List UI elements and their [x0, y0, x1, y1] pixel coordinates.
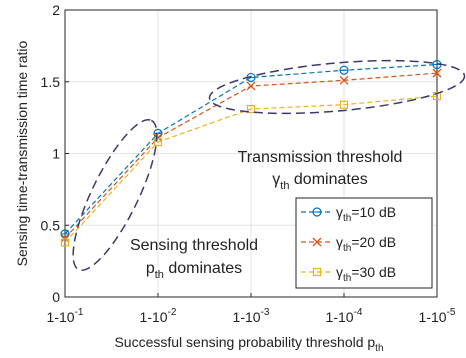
- y-tick-label: 0.5: [41, 217, 61, 233]
- x-stroke: [312, 237, 322, 247]
- x-tick-label: 1-10-3: [233, 307, 270, 325]
- x-stroke: [246, 81, 256, 91]
- x-tick-label: 1-10-4: [326, 307, 363, 325]
- data-point: [60, 238, 70, 247]
- y-tick-label: 1: [52, 146, 60, 162]
- annotation-sensing-line1: Sensing threshold: [130, 237, 258, 254]
- x-tick-label: 1-10-5: [419, 307, 456, 325]
- data-point: [339, 75, 349, 85]
- data-point: [339, 100, 349, 109]
- legend-label: γth=20 dB: [336, 234, 396, 254]
- legend-marker: [312, 237, 322, 247]
- annotation-sensing-line2: pth dominates: [146, 260, 242, 281]
- legend: γth=10 dB γth=20 dB γth=30 dB: [295, 197, 433, 289]
- series-2: [60, 91, 442, 247]
- legend-label: γth=30 dB: [336, 264, 396, 284]
- annotation-ellipse-low: [72, 118, 158, 272]
- x-stroke: [153, 133, 163, 143]
- x-stroke: [432, 68, 442, 78]
- x-stroke: [339, 75, 349, 85]
- data-point: [153, 133, 163, 143]
- annotation-transmission-line1: Transmission threshold: [238, 149, 403, 166]
- annotation-transmission-line2: γth dominates: [272, 171, 367, 192]
- annotation-ellipses: [72, 59, 466, 272]
- series-line: [64, 95, 438, 243]
- data-point: [432, 68, 442, 78]
- x-axis-label: Successful sensing probability threshold…: [114, 334, 383, 354]
- data-point: [246, 104, 256, 114]
- annotation-ellipse-high: [208, 59, 466, 115]
- data-point: [246, 81, 256, 91]
- y-tick-label: 1.5: [41, 74, 61, 90]
- data-point: [60, 233, 70, 243]
- x-tick-label: 1-10-1: [47, 307, 84, 325]
- series-line: [64, 63, 438, 235]
- data-point: [432, 91, 442, 101]
- y-axis: 0 0.5 1 1.5 2: [41, 2, 69, 305]
- x-stroke: [60, 233, 70, 243]
- data-point: [153, 137, 163, 147]
- series-1: [60, 68, 442, 243]
- x-tick-label: 1-10-2: [140, 307, 177, 325]
- y-tick-label: 0: [52, 289, 60, 305]
- y-tick-label: 2: [52, 2, 60, 18]
- legend-label: γth=10 dB: [336, 204, 396, 224]
- legend-marker: [312, 267, 322, 277]
- x-axis: 1-10-1 1-10-2 1-10-3 1-10-4 1-10-5: [47, 293, 456, 325]
- y-axis-label: Sensing time-transmission time ratio: [14, 40, 30, 266]
